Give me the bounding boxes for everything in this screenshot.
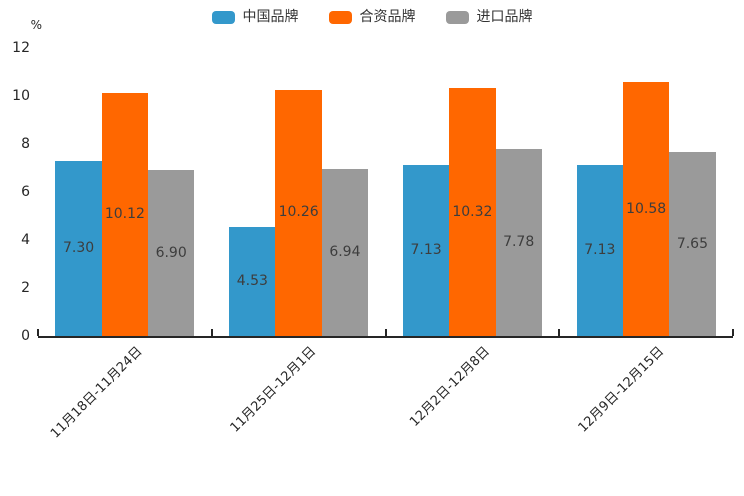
x-axis-tick — [558, 329, 561, 336]
y-axis-tick-label: 0 — [21, 327, 30, 344]
y-axis-tick-label: 10 — [12, 87, 30, 104]
x-axis-tick — [210, 329, 213, 336]
bar-value-label: 6.94 — [329, 244, 361, 261]
legend-marker-icon — [445, 11, 469, 24]
bar-value-label: 7.65 — [676, 235, 708, 252]
y-axis-tick-label: 6 — [21, 183, 30, 200]
legend-item: 中国品牌 — [211, 9, 299, 26]
legend-label: 进口品牌 — [476, 9, 533, 25]
y-axis-tick-label: 2 — [21, 279, 30, 296]
legend-marker-icon — [211, 11, 235, 24]
bar-value-label: 7.78 — [503, 234, 535, 251]
y-axis-unit-label: % — [30, 18, 42, 32]
bar-value-label: 10.26 — [278, 204, 319, 221]
bar-value-label: 10.58 — [626, 200, 667, 217]
bar-value-label: 4.53 — [236, 273, 268, 290]
bar-value-label: 10.32 — [452, 203, 493, 220]
bar-series0-cat3: 7.13 — [576, 164, 623, 336]
bar-series0-cat2: 7.13 — [402, 164, 450, 336]
legend-label: 中国品牌 — [242, 9, 299, 25]
chart-legend: 中国品牌 合资品牌 进口品牌 — [0, 9, 744, 26]
bar-value-label: 7.13 — [410, 241, 442, 258]
y-axis-tick-label: 12 — [12, 39, 30, 56]
x-axis-category-label: 11月25日-12月1日 — [227, 344, 320, 436]
legend-item: 合资品牌 — [328, 9, 416, 26]
bar-series0-cat1: 4.53 — [229, 227, 276, 336]
legend-label: 合资品牌 — [359, 9, 416, 25]
legend-marker-icon — [328, 11, 352, 24]
bar-series2-cat0: 6.90 — [148, 170, 195, 336]
x-axis-tick — [732, 329, 734, 336]
bar-value-label: 7.30 — [62, 239, 95, 256]
bar-series2-cat2: 7.78 — [495, 149, 542, 336]
plot-area: 7.30 10.12 6.90 4.53 10.26 6.94 7.13 10.32 7.78 7… — [37, 48, 734, 338]
x-axis-tick — [37, 329, 39, 336]
bar-series2-cat1: 6.94 — [321, 169, 369, 336]
bar-value-label: 7.13 — [584, 241, 616, 258]
y-axis-tick-label: 4 — [21, 231, 30, 248]
bar-series1-cat2: 10.32 — [449, 88, 496, 336]
x-axis-category-label: 11月18日-11月24日 — [48, 344, 146, 442]
legend-item: 进口品牌 — [445, 9, 533, 26]
bar-series2-cat3: 7.65 — [669, 152, 716, 336]
y-axis-tick-label: 8 — [21, 135, 30, 152]
bar-value-label: 6.90 — [155, 244, 187, 261]
bar-series1-cat1: 10.26 — [275, 89, 322, 336]
bar-series1-cat0: 10.12 — [101, 93, 149, 336]
x-axis-category-label: 12月2日-12月8日 — [407, 344, 493, 430]
x-axis-category-label: 12月9日-12月15日 — [575, 344, 667, 436]
bar-value-label: 10.12 — [104, 206, 145, 223]
bar-series1-cat3: 10.58 — [622, 82, 670, 336]
x-axis-tick — [384, 329, 387, 336]
bar-series0-cat0: 7.30 — [55, 160, 102, 336]
